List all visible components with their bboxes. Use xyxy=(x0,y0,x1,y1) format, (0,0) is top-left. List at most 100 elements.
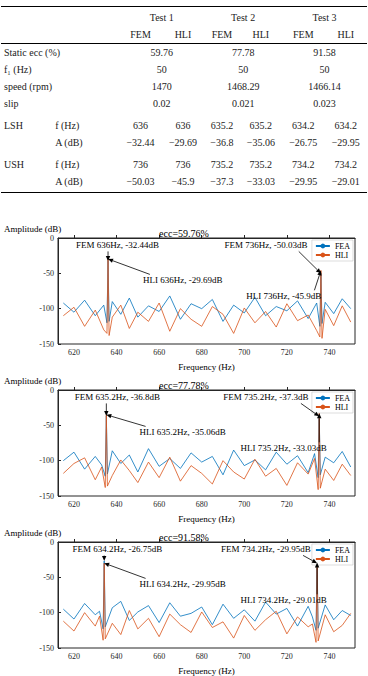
html-text:0.02: 0.02 xyxy=(153,98,171,109)
svg-text:620: 620 xyxy=(68,348,80,357)
svg-text:720: 720 xyxy=(281,652,293,661)
svg-text:620: 620 xyxy=(68,652,80,661)
svg-text:HLI 634.2Hz, -29.95dB: HLI 634.2Hz, -29.95dB xyxy=(140,579,226,589)
svg-text:HLI 635.2Hz, -35.06dB: HLI 635.2Hz, -35.06dB xyxy=(140,427,226,437)
html-text:−35.06: −35.06 xyxy=(246,137,275,148)
svg-text:0: 0 xyxy=(50,386,54,395)
svg-text:ecc=77.78%: ecc=77.78% xyxy=(159,380,209,391)
html-text:−29.95: −29.95 xyxy=(331,137,360,148)
html-text:Static ecc (%): Static ecc (%) xyxy=(4,47,61,58)
svg-text:FEM 636Hz, -32.44dB: FEM 636Hz, -32.44dB xyxy=(76,240,159,250)
svg-text:700: 700 xyxy=(238,500,250,509)
svg-text:740: 740 xyxy=(323,500,335,509)
svg-text:HLI: HLI xyxy=(335,555,349,564)
html-text:−29.69: −29.69 xyxy=(168,137,197,148)
html-text:speed (rpm): speed (rpm) xyxy=(4,81,52,92)
html-text:634.2: 634.2 xyxy=(292,120,315,131)
html-text:FEM: FEM xyxy=(130,29,151,40)
svg-text:-150: -150 xyxy=(39,492,54,501)
svg-text:ecc=59.76%: ecc=59.76% xyxy=(159,228,209,239)
html-text:HLI: HLI xyxy=(252,29,270,40)
html-text:−36.8: −36.8 xyxy=(210,137,234,148)
svg-text:HLI 734.2Hz, -29.01dB: HLI 734.2Hz, -29.01dB xyxy=(241,595,327,605)
html-text:1468.29: 1468.29 xyxy=(226,81,260,92)
svg-text:-100: -100 xyxy=(39,304,54,313)
svg-text:FEA: FEA xyxy=(335,546,350,555)
svg-text:640: 640 xyxy=(111,348,123,357)
html-text:1466.14: 1466.14 xyxy=(308,81,341,92)
svg-text:720: 720 xyxy=(281,348,293,357)
svg-text:660: 660 xyxy=(153,500,165,509)
html-text:HLI: HLI xyxy=(174,29,192,40)
html-text:LSH: LSH xyxy=(4,120,23,131)
html-text:A (dB): A (dB) xyxy=(55,137,83,148)
svg-text:740: 740 xyxy=(323,348,335,357)
svg-text:740: 740 xyxy=(323,652,335,661)
svg-text:700: 700 xyxy=(238,348,250,357)
svg-text:Amplitude (dB): Amplitude (dB) xyxy=(4,528,61,538)
html-text:635.2: 635.2 xyxy=(210,120,234,131)
html-text:636: 636 xyxy=(175,120,191,131)
svg-text:FEM 734.2Hz, -29.95dB: FEM 734.2Hz, -29.95dB xyxy=(221,544,311,554)
svg-text:FEM 635.2Hz, -36.8dB: FEM 635.2Hz, -36.8dB xyxy=(75,392,160,402)
svg-text:Amplitude (dB): Amplitude (dB) xyxy=(4,224,61,234)
svg-text:Frequency (Hz): Frequency (Hz) xyxy=(178,514,235,524)
html-text:FEM: FEM xyxy=(211,29,233,40)
svg-text:HLI 735.2Hz, -33.03dB: HLI 735.2Hz, -33.03dB xyxy=(241,443,327,453)
html-text:635.2: 635.2 xyxy=(249,120,273,131)
svg-text:680: 680 xyxy=(196,652,208,661)
svg-text:620: 620 xyxy=(68,500,80,509)
svg-text:HLI: HLI xyxy=(335,251,349,260)
html-text:0.021: 0.021 xyxy=(231,98,255,109)
html-text:50: 50 xyxy=(319,64,330,75)
svg-text:-150: -150 xyxy=(39,644,54,653)
html-text:Test 3: Test 3 xyxy=(312,12,337,23)
svg-text:FEA: FEA xyxy=(335,394,350,403)
svg-text:Frequency (Hz): Frequency (Hz) xyxy=(178,362,235,372)
svg-text:FEA: FEA xyxy=(335,242,350,251)
html-text:77.78: 77.78 xyxy=(231,47,255,58)
svg-text:FEM 736Hz, -50.03dB: FEM 736Hz, -50.03dB xyxy=(224,240,307,250)
html-text:50: 50 xyxy=(156,64,167,75)
svg-text:720: 720 xyxy=(281,500,293,509)
html-text:f (Hz): f (Hz) xyxy=(55,120,80,131)
html-text:1470: 1470 xyxy=(151,81,172,92)
svg-text:-100: -100 xyxy=(39,608,54,617)
svg-text:Frequency (Hz): Frequency (Hz) xyxy=(178,666,235,676)
html-text:f₁ (Hz): f₁ (Hz) xyxy=(4,64,32,75)
html-text:FEM: FEM xyxy=(293,29,314,40)
svg-text:0: 0 xyxy=(50,234,54,243)
svg-text:HLI 736Hz, -45.9dB: HLI 736Hz, -45.9dB xyxy=(246,291,321,301)
html-text:slip: slip xyxy=(4,98,19,109)
svg-text:FEM 735.2Hz, -37.3dB: FEM 735.2Hz, -37.3dB xyxy=(223,392,308,402)
svg-text:680: 680 xyxy=(196,500,208,509)
html-text:0.023: 0.023 xyxy=(313,98,336,109)
svg-text:-50: -50 xyxy=(43,269,54,278)
svg-text:Amplitude (dB): Amplitude (dB) xyxy=(4,376,61,386)
svg-text:-50: -50 xyxy=(43,421,54,430)
svg-text:-100: -100 xyxy=(39,456,54,465)
svg-text:660: 660 xyxy=(153,348,165,357)
html-text:HLI: HLI xyxy=(337,29,355,40)
svg-text:HLI: HLI xyxy=(335,403,349,412)
svg-text:680: 680 xyxy=(196,348,208,357)
html-text:636: 636 xyxy=(133,120,148,131)
svg-text:-50: -50 xyxy=(43,573,54,582)
svg-text:ecc=91.58%: ecc=91.58% xyxy=(159,532,209,543)
svg-text:FEM 634.2Hz, -26.75dB: FEM 634.2Hz, -26.75dB xyxy=(73,544,163,554)
html-text:Test 2: Test 2 xyxy=(231,12,256,23)
svg-text:0: 0 xyxy=(50,538,54,547)
html-text:50: 50 xyxy=(238,64,249,75)
html-text:634.2: 634.2 xyxy=(334,120,357,131)
svg-text:700: 700 xyxy=(238,652,250,661)
html-text:Test 1: Test 1 xyxy=(149,12,174,23)
svg-text:HLI 636Hz, -29.69dB: HLI 636Hz, -29.69dB xyxy=(143,275,223,285)
html-text:−32.44: −32.44 xyxy=(126,137,155,148)
svg-text:640: 640 xyxy=(111,652,123,661)
html-text:59.76: 59.76 xyxy=(150,47,173,58)
svg-text:660: 660 xyxy=(153,652,165,661)
html-text:−26.75: −26.75 xyxy=(289,137,318,148)
svg-text:640: 640 xyxy=(111,500,123,509)
html-text:91.58: 91.58 xyxy=(313,47,336,58)
svg-text:-150: -150 xyxy=(39,340,54,349)
